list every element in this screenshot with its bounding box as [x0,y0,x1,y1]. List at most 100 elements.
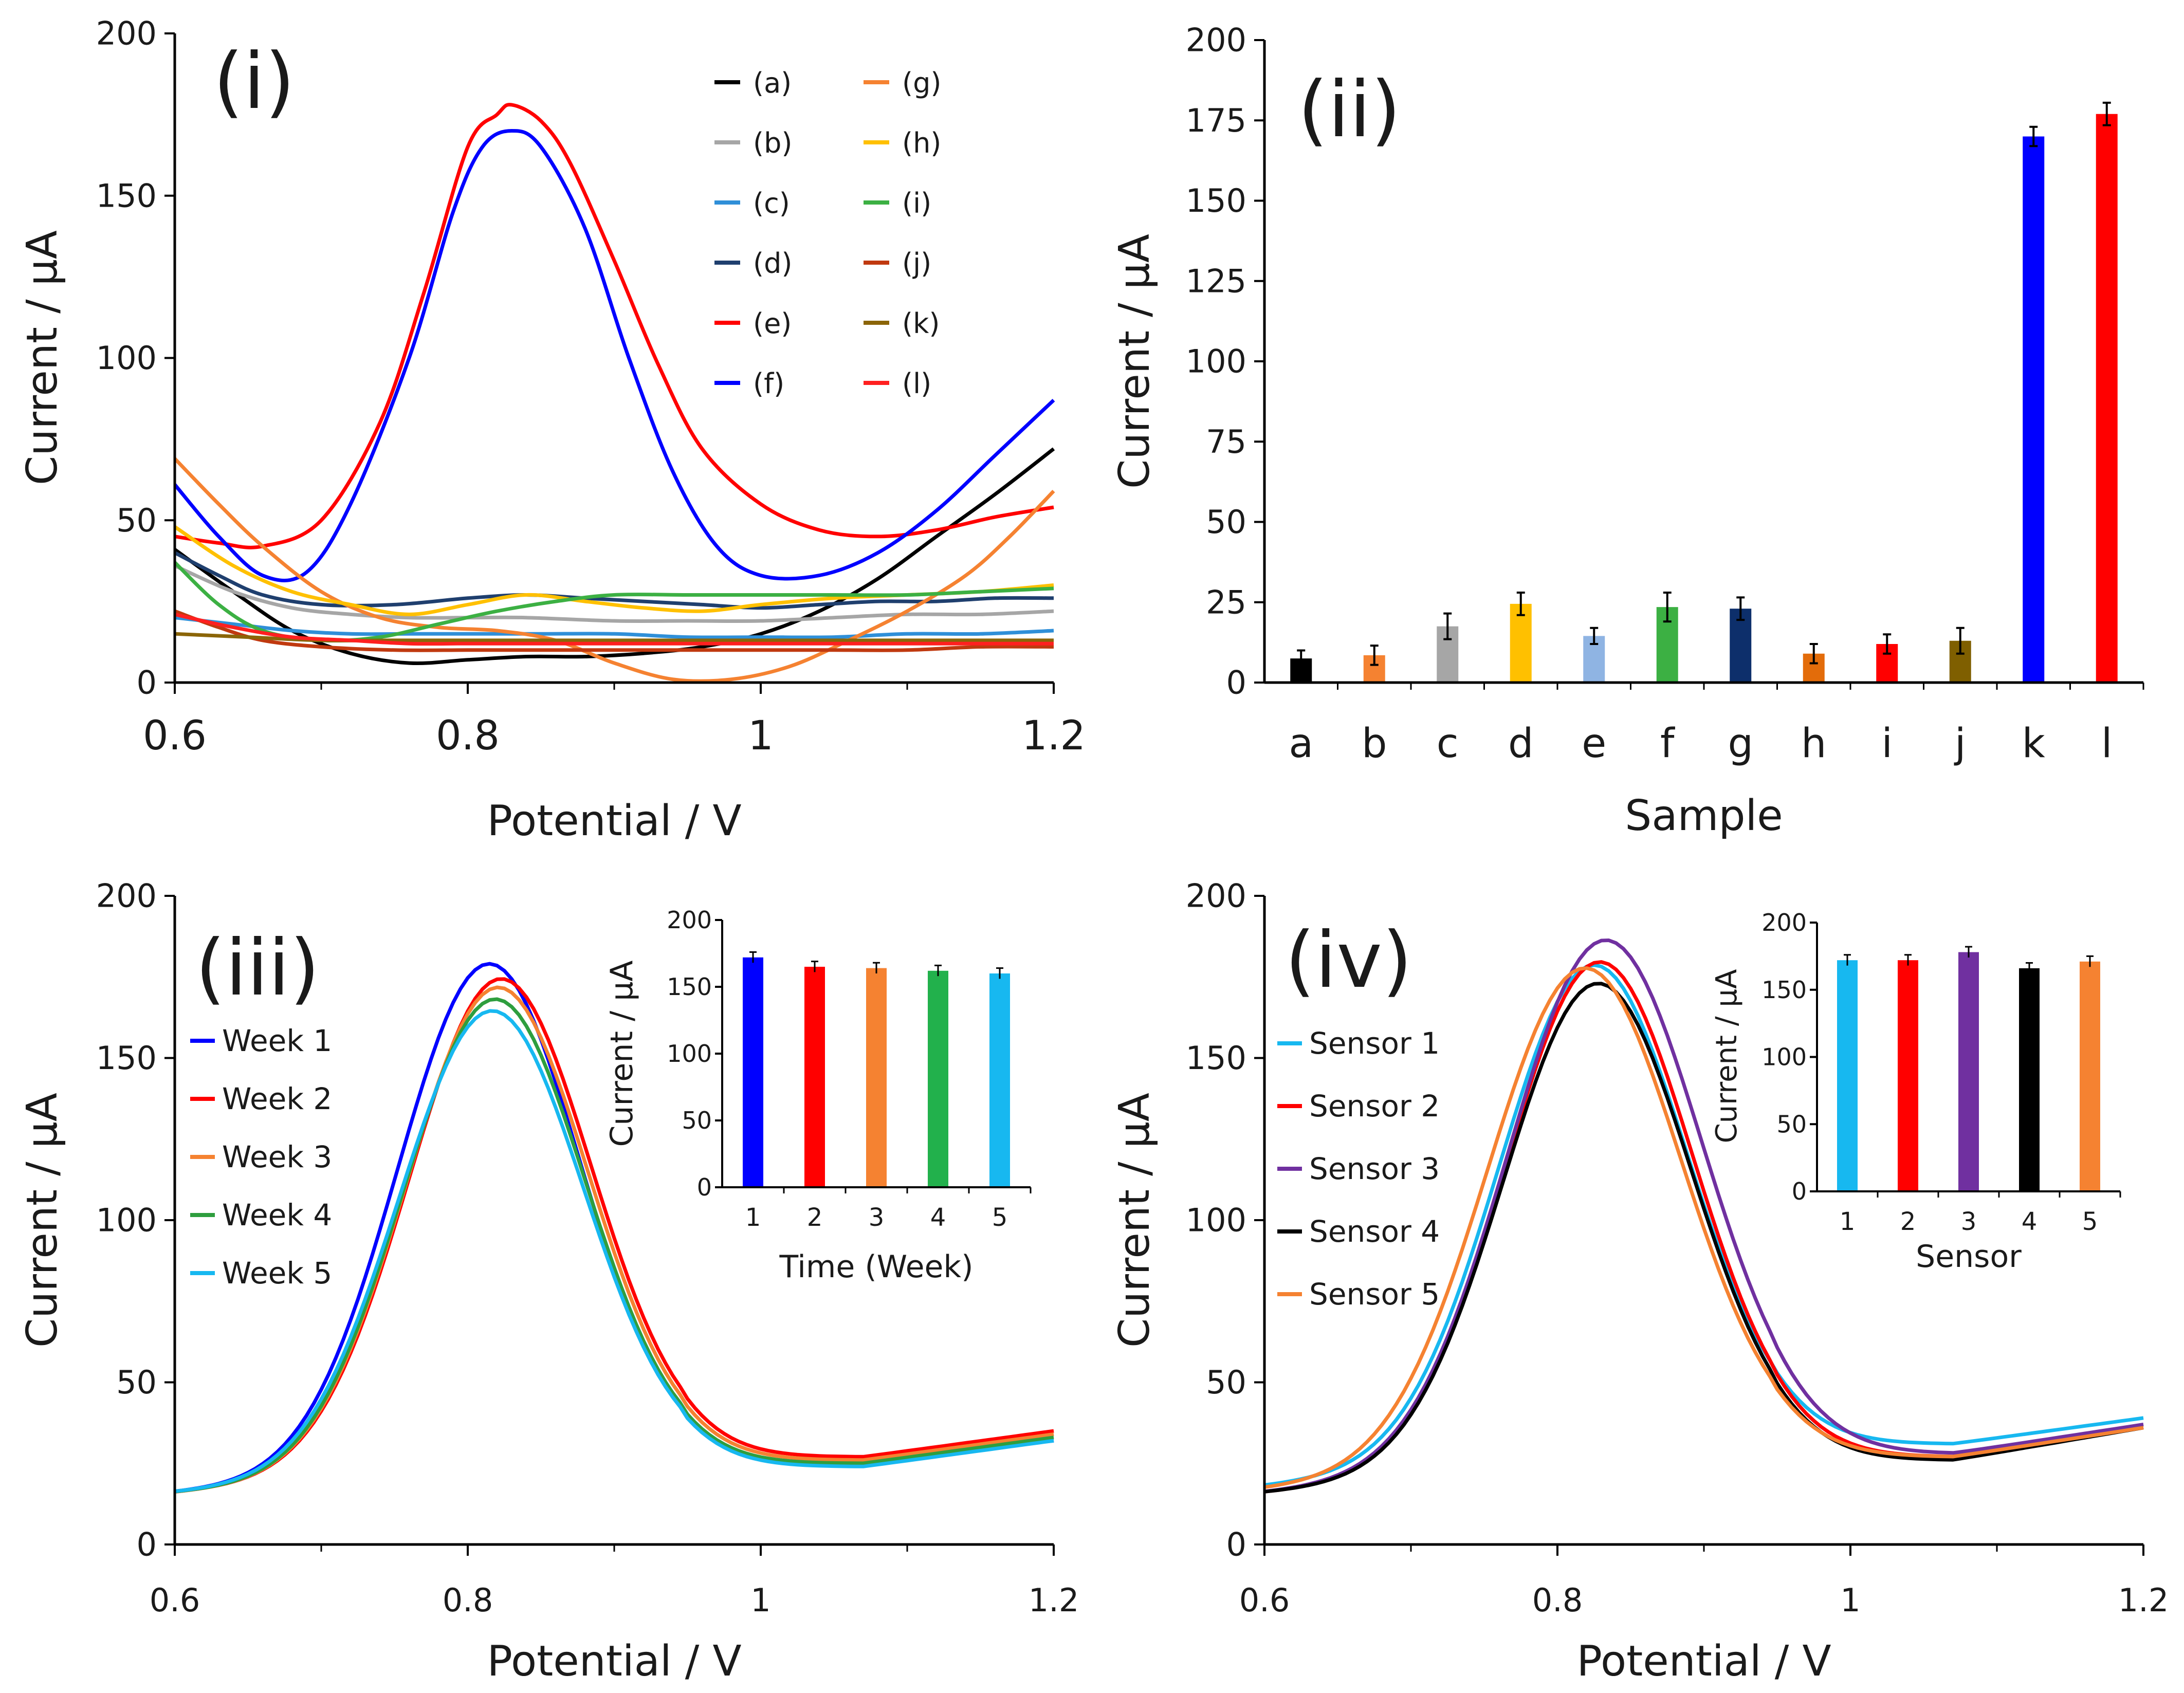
panel-iv-y-tick-label: 200 [1186,877,1246,915]
panel-iii-label: (iii) [195,924,320,1013]
panel-iv-y-tick-label: 100 [1186,1202,1246,1239]
panel-i-y-axis-label: Current / μA [18,230,67,485]
legend-label: Sensor 4 [1309,1214,1440,1249]
legend-label: (j) [902,247,931,280]
panel-iv-x-axis-label: Potential / V [1576,1637,1831,1686]
legend-label: (k) [902,307,940,340]
panel-iii-y-tick-label: 100 [96,1202,157,1239]
inset-x-tick-label: 3 [1961,1207,1977,1236]
inset-x-tick-label: 2 [807,1203,823,1232]
inset-bar-3 [1958,952,1979,1191]
legend-label: Week 1 [222,1023,332,1058]
panel-ii-x-tick-label: d [1508,721,1534,767]
panel-ii-x-tick-label: i [1881,721,1893,767]
panel-ii-x-tick-label: f [1660,721,1675,767]
legend-label: Sensor 5 [1309,1277,1440,1312]
panel-ii-y-tick-label: 150 [1186,182,1246,219]
inset-x-tick-label: 2 [1900,1207,1916,1236]
panel-i-x-tick-label: 1 [748,713,774,759]
inset-bar-4 [928,970,948,1187]
inset-bar-2 [804,967,825,1187]
legend-label: (c) [753,187,790,219]
legend-label: (d) [753,247,792,280]
legend-label: Week 4 [222,1198,332,1232]
legend-label: (e) [753,307,792,340]
panel-ii-y-tick-label: 25 [1206,583,1246,621]
panel-iii-inset-y-tick-label: 100 [667,1040,712,1068]
panel-iv-label: (iv) [1285,916,1412,1005]
panel-iii-x-tick-label: 0.6 [150,1581,200,1619]
panel-iii-y-tick-label: 150 [96,1039,157,1077]
panel-ii-x-tick-label: k [2022,721,2045,767]
panel-ii-x-tick-label: e [1582,721,1606,767]
inset-x-tick-label: 4 [930,1203,946,1232]
inset-x-tick-label: 5 [2082,1207,2098,1236]
panel-ii-x-tick-label: c [1437,721,1459,767]
panel-i-x-tick-label: 1.2 [1022,713,1086,759]
inset-bar-1 [1837,960,1858,1191]
panel-i-x-axis-label: Potential / V [487,797,741,845]
panel-iii-x-tick-label: 1 [750,1581,770,1619]
panel-iii-y-tick-label: 0 [137,1526,157,1563]
panel-iii-inset-x-axis-label: Time (Week) [779,1249,973,1285]
panel-iv-x-tick-label: 1 [1840,1581,1860,1619]
panel-ii-y-tick-label: 200 [1186,22,1246,59]
legend-label: (b) [753,127,792,159]
inset-x-tick-label: 4 [2022,1207,2038,1236]
panel-iv-y-axis-label: Current / μA [1110,1093,1159,1348]
panel-ii-x-tick-label: a [1289,721,1313,767]
legend-label: Week 2 [222,1081,332,1116]
panel-iii-y-tick-label: 200 [96,877,157,915]
panel-iii-inset-y-axis-label: Current / μA [604,961,640,1147]
panel-iii-y-axis-label: Current / μA [18,1093,67,1348]
panel-iv-inset-y-tick-label: 100 [1761,1043,1807,1071]
panel-i-label: (i) [213,37,295,126]
legend-label: (g) [902,67,941,99]
panel-iii-x-tick-label: 1.2 [1029,1581,1079,1619]
panel-iv-inset-y-tick-label: 150 [1761,976,1807,1004]
legend-label: (h) [902,127,941,159]
bar-d [1510,603,1532,683]
inset-x-tick-label: 5 [992,1203,1008,1232]
inset-bar-2 [1898,960,1918,1191]
panel-ii-y-tick-label: 50 [1206,503,1246,541]
panel-iv-x-tick-label: 0.6 [1239,1581,1290,1619]
panel-i-y-tick-label: 150 [96,177,157,214]
panel-i-y-tick-label: 0 [137,664,157,702]
panel-ii-label: (ii) [1298,65,1401,155]
panel-iv-y-tick-label: 150 [1186,1039,1246,1077]
panel-i-line-l [174,612,1054,646]
panel-iv-line-sensor-5 [1264,966,2144,1489]
inset-bar-1 [743,957,763,1187]
legend-label: (a) [753,67,792,99]
panel-i-y-tick-label: 100 [96,339,157,377]
legend-label: Sensor 3 [1309,1151,1440,1186]
bar-l [2096,114,2118,683]
panel-i-line-d [174,551,1054,610]
panel-ii: (ii) 0 25 50 75 100 125 150 175 200 a b c d e f g h i j k l… [1110,22,2144,840]
panel-iv-y-tick-label: 50 [1206,1364,1246,1401]
panel-iv-x-tick-label: 1.2 [2118,1581,2169,1619]
panel-iii-y-tick-label: 50 [116,1364,157,1401]
panel-iv-line-sensor-3 [1264,938,2144,1494]
legend-label: Week 3 [222,1139,332,1174]
panel-i-y-tick-label: 200 [96,15,157,52]
panel-i-line-f [173,129,1055,582]
panel-iii-inset: 0 50 100 150 200 1 2 3 4 5 Time (Week) Current /… [604,906,1032,1285]
inset-x-tick-label: 1 [745,1203,761,1232]
panel-iii-line-week-5 [174,1009,1054,1493]
panel-iv-inset-y-axis-label: Current / μA [1710,969,1743,1144]
panel-iii-inset-y-tick-label: 0 [697,1173,712,1201]
panel-iv-x-tick-label: 0.8 [1532,1581,1583,1619]
panel-ii-y-tick-label: 100 [1186,343,1246,380]
panel-iv-inset-y-tick-label: 0 [1792,1177,1807,1205]
panel-iv-y-tick-label: 0 [1226,1526,1246,1563]
panel-i-x-tick-label: 0.8 [436,713,500,759]
panel-ii-y-axis-label: Current / μA [1110,234,1159,489]
panel-ii-y-tick-label: 125 [1186,262,1246,300]
legend-label: (f) [753,367,784,400]
panel-ii-y-tick-label: 175 [1186,102,1246,139]
